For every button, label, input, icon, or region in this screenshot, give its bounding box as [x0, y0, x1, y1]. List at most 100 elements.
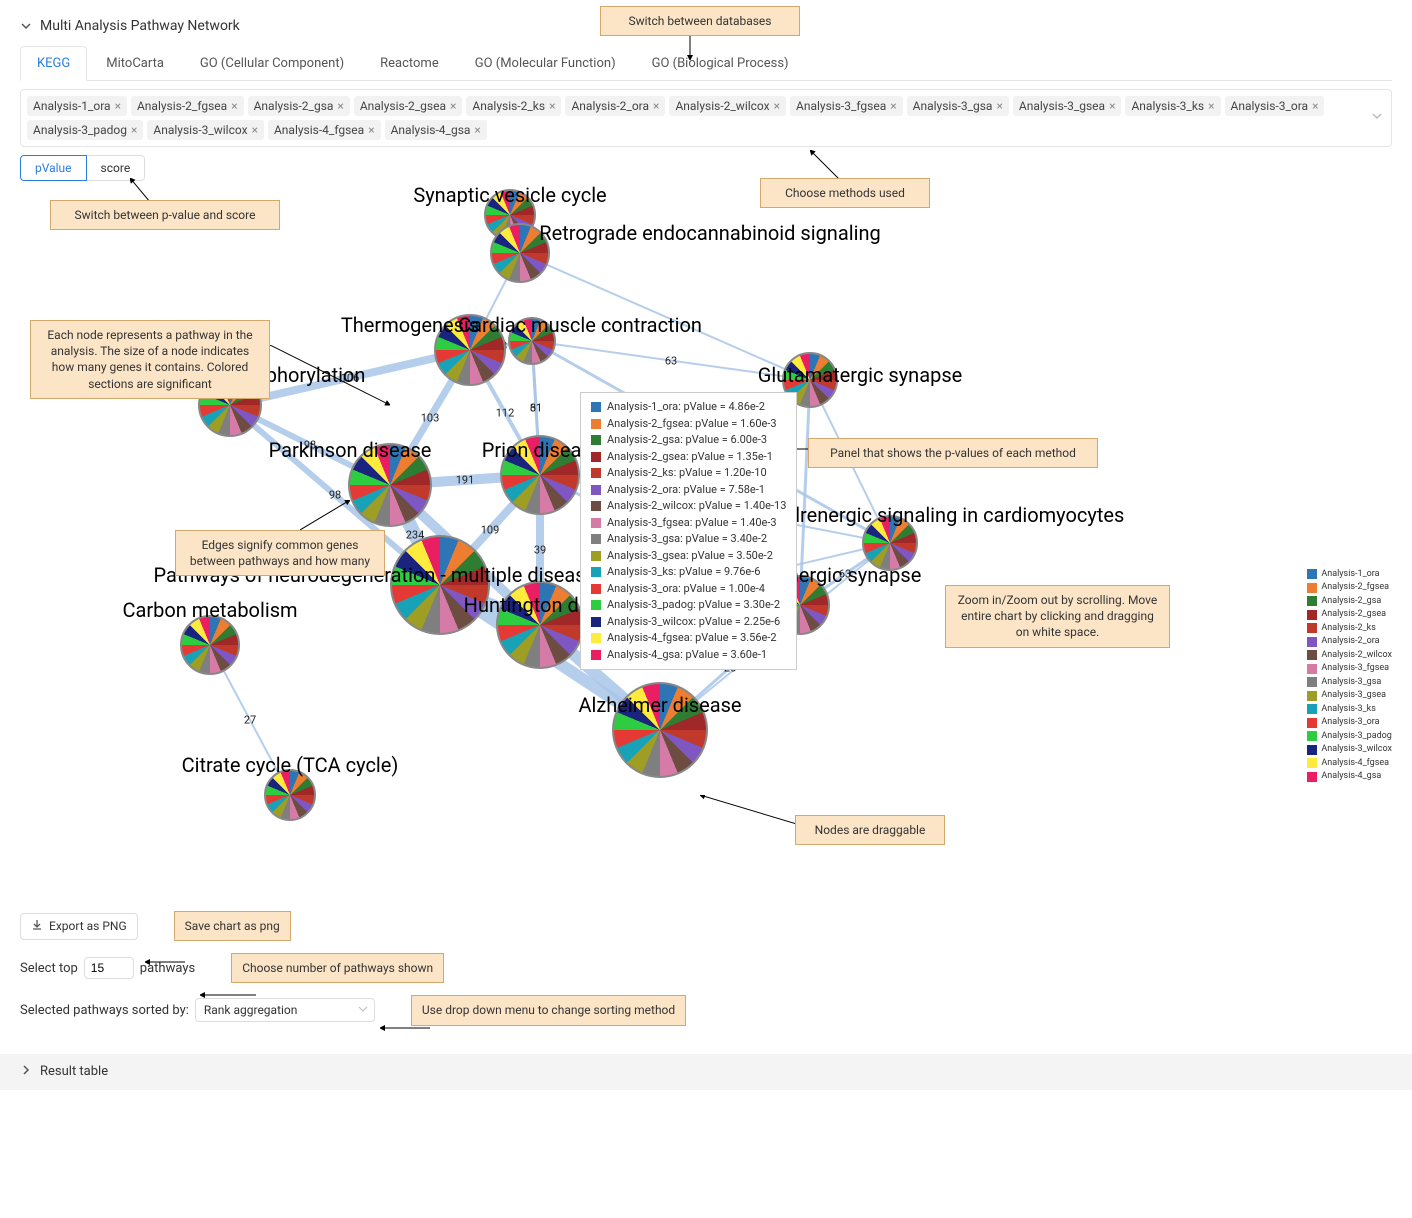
tab-go-molecular-function-[interactable]: GO (Molecular Function) — [458, 46, 633, 80]
close-icon[interactable]: × — [115, 99, 121, 113]
tooltip-row: Analysis-4_fgsea: pValue = 3.56e-2 — [591, 630, 786, 647]
methods-chipbox[interactable]: Analysis-1_ora×Analysis-2_fgsea×Analysis… — [20, 89, 1392, 147]
close-icon[interactable]: × — [252, 123, 258, 137]
close-icon[interactable]: × — [549, 99, 555, 113]
legend-item: Analysis-3_gsa — [1307, 676, 1392, 690]
legend-item: Analysis-3_padog — [1307, 730, 1392, 744]
toggle-score[interactable]: score — [87, 155, 146, 181]
tooltip-row: Analysis-3_ora: pValue = 1.00e-4 — [591, 581, 786, 598]
export-label: Export as PNG — [49, 919, 127, 933]
close-icon[interactable]: × — [1312, 99, 1318, 113]
export-png-button[interactable]: Export as PNG — [20, 913, 138, 940]
chevron-down-icon[interactable] — [1371, 110, 1383, 126]
sort-label: Selected pathways sorted by: — [20, 1003, 189, 1018]
footer-title: Result table — [40, 1064, 108, 1079]
method-chip[interactable]: Analysis-2_wilcox× — [669, 96, 786, 116]
tab-go-cellular-component-[interactable]: GO (Cellular Component) — [183, 46, 361, 80]
annotation-export: Save chart as png — [174, 911, 291, 941]
select-top-pre: Select top — [20, 961, 78, 976]
close-icon[interactable]: × — [474, 123, 480, 137]
pathway-node[interactable] — [434, 314, 506, 386]
annotation-methods: Choose methods used — [760, 178, 930, 208]
tooltip-row: Analysis-3_gsea: pValue = 3.50e-2 — [591, 548, 786, 565]
method-chip[interactable]: Analysis-3_fgsea× — [790, 96, 903, 116]
method-chip[interactable]: Analysis-4_fgsea× — [268, 120, 381, 140]
section-title: Multi Analysis Pathway Network — [40, 18, 240, 34]
pathway-node[interactable] — [496, 581, 584, 669]
close-icon[interactable]: × — [337, 99, 343, 113]
method-chip[interactable]: Analysis-3_ora× — [1225, 96, 1325, 116]
tooltip-row: Analysis-4_gsa: pValue = 3.60e-1 — [591, 647, 786, 664]
pathway-node[interactable] — [264, 769, 316, 821]
legend-item: Analysis-3_ora — [1307, 716, 1392, 730]
tab-mitocarta[interactable]: MitoCarta — [89, 46, 181, 80]
tooltip-row: Analysis-1_ora: pValue = 4.86e-2 — [591, 399, 786, 416]
method-chip[interactable]: Analysis-3_gsea× — [1013, 96, 1122, 116]
close-icon[interactable]: × — [131, 123, 137, 137]
annotation-node: Each node represents a pathway in the an… — [30, 320, 270, 399]
annotation-edges: Edges signify common genes between pathw… — [175, 530, 385, 576]
annotation-db: Switch between databases — [600, 6, 800, 36]
method-chip[interactable]: Analysis-2_gsea× — [354, 96, 463, 116]
chevron-down-icon — [358, 1003, 368, 1017]
toggle-pvalue[interactable]: pValue — [20, 155, 87, 181]
method-chip[interactable]: Analysis-2_fgsea× — [131, 96, 244, 116]
close-icon[interactable]: × — [231, 99, 237, 113]
legend-item: Analysis-2_fgsea — [1307, 581, 1392, 595]
legend: Analysis-1_oraAnalysis-2_fgseaAnalysis-2… — [1307, 568, 1392, 784]
chevron-down-icon — [20, 20, 32, 32]
method-chip[interactable]: Analysis-2_gsa× — [248, 96, 350, 116]
pathway-node[interactable] — [180, 615, 240, 675]
legend-item: Analysis-3_ks — [1307, 703, 1392, 717]
close-icon[interactable]: × — [653, 99, 659, 113]
annotation-drag: Nodes are draggable — [795, 815, 945, 845]
method-chip[interactable]: Analysis-2_ora× — [565, 96, 665, 116]
pathway-node[interactable] — [390, 535, 490, 635]
legend-item: Analysis-2_ks — [1307, 622, 1392, 636]
value-toggle: pValuescore — [20, 155, 1392, 181]
legend-item: Analysis-4_gsa — [1307, 770, 1392, 784]
legend-item: Analysis-4_fgsea — [1307, 757, 1392, 771]
legend-item: Analysis-3_fgsea — [1307, 662, 1392, 676]
sort-select[interactable]: Rank aggregation — [195, 998, 375, 1022]
method-chip[interactable]: Analysis-4_gsa× — [385, 120, 487, 140]
method-chip[interactable]: Analysis-2_ks× — [466, 96, 561, 116]
close-icon[interactable]: × — [1109, 99, 1115, 113]
legend-item: Analysis-2_gsa — [1307, 595, 1392, 609]
tab-reactome[interactable]: Reactome — [363, 46, 456, 80]
pathway-node[interactable] — [348, 443, 432, 527]
annotation-toggle: Switch between p-value and score — [50, 200, 280, 230]
tooltip-row: Analysis-2_fgsea: pValue = 1.60e-3 — [591, 416, 786, 433]
method-chip[interactable]: Analysis-3_wilcox× — [147, 120, 264, 140]
chevron-right-icon — [20, 1064, 32, 1080]
pvalue-tooltip: Analysis-1_ora: pValue = 4.86e-2Analysis… — [580, 392, 797, 670]
pathway-node[interactable] — [490, 223, 550, 283]
method-chip[interactable]: Analysis-3_padog× — [27, 120, 143, 140]
pathway-node[interactable] — [500, 435, 580, 515]
tooltip-row: Analysis-2_gsea: pValue = 1.35e-1 — [591, 449, 786, 466]
close-icon[interactable]: × — [996, 99, 1002, 113]
tab-kegg[interactable]: KEGG — [20, 46, 87, 81]
pathway-node[interactable] — [862, 515, 918, 571]
tooltip-row: Analysis-2_wilcox: pValue = 1.40e-13 — [591, 498, 786, 515]
legend-item: Analysis-2_wilcox — [1307, 649, 1392, 663]
method-chip[interactable]: Analysis-3_gsa× — [907, 96, 1009, 116]
select-top-input[interactable] — [84, 957, 134, 979]
legend-item: Analysis-2_gsea — [1307, 608, 1392, 622]
method-chip[interactable]: Analysis-1_ora× — [27, 96, 127, 116]
select-top-post: pathways — [140, 961, 195, 976]
annotation-top: Choose number of pathways shown — [231, 953, 444, 983]
close-icon[interactable]: × — [368, 123, 374, 137]
pathway-node[interactable] — [612, 682, 708, 778]
close-icon[interactable]: × — [1208, 99, 1214, 113]
pathway-node[interactable] — [508, 317, 556, 365]
method-chip[interactable]: Analysis-3_ks× — [1125, 96, 1220, 116]
close-icon[interactable]: × — [890, 99, 896, 113]
close-icon[interactable]: × — [774, 99, 780, 113]
annotation-tooltip: Panel that shows the p-values of each me… — [808, 438, 1098, 468]
close-icon[interactable]: × — [450, 99, 456, 113]
section-header-result-table[interactable]: Result table — [0, 1054, 1412, 1090]
tooltip-row: Analysis-3_wilcox: pValue = 2.25e-6 — [591, 614, 786, 631]
tooltip-row: Analysis-3_padog: pValue = 3.30e-2 — [591, 597, 786, 614]
tab-go-biological-process-[interactable]: GO (Biological Process) — [635, 46, 806, 80]
